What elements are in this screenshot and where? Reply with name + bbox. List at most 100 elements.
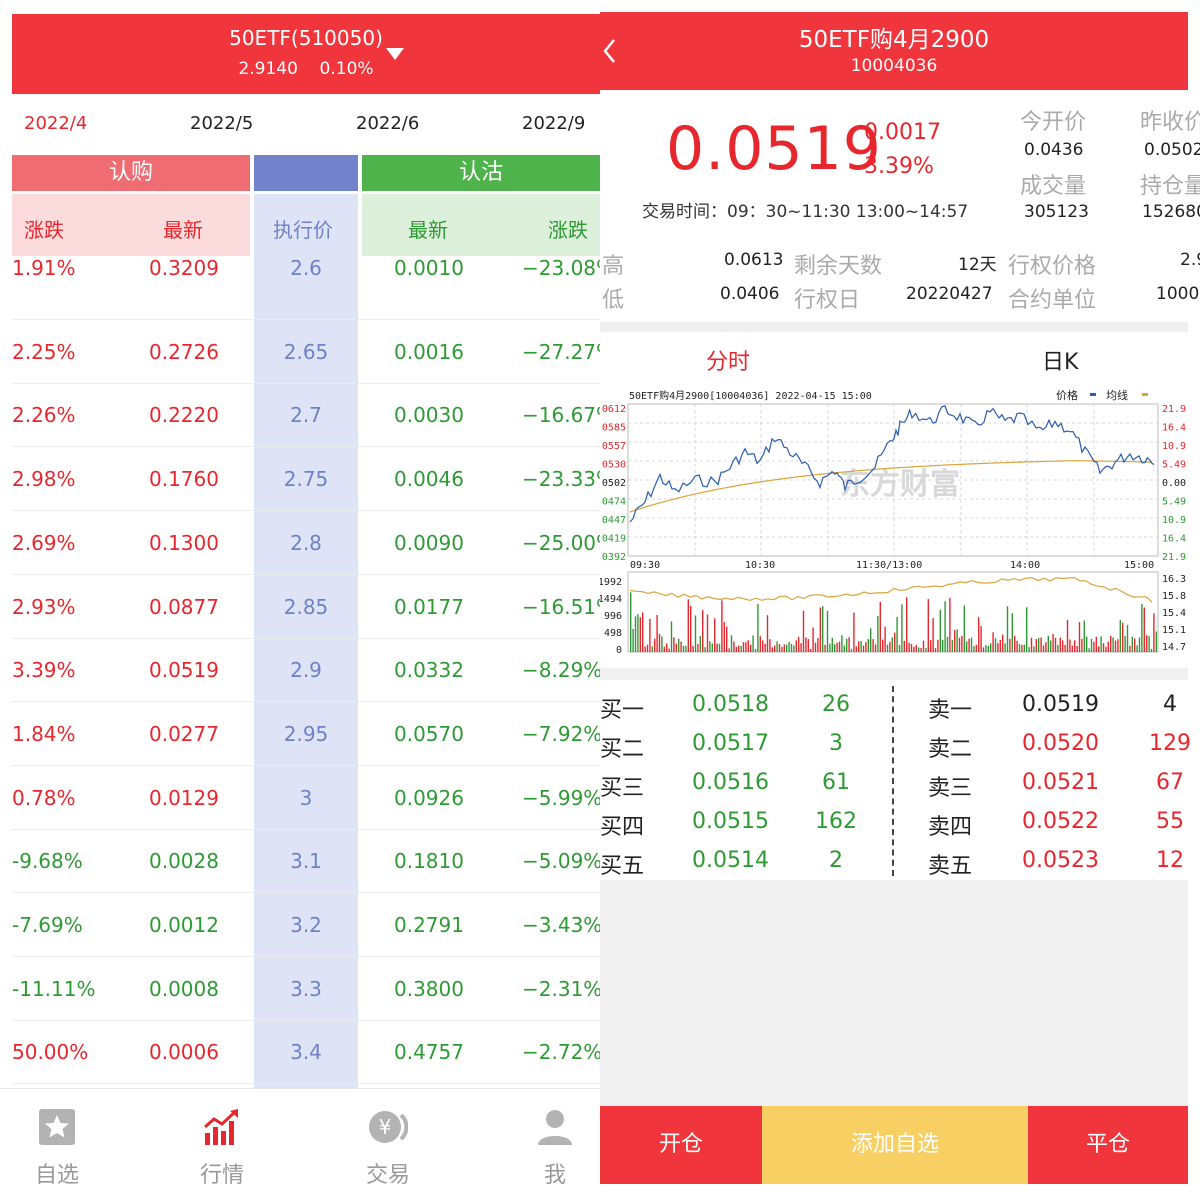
section-divider [600,322,1188,332]
nav-watchlist[interactable]: 自选 [7,1089,107,1200]
expiry-tab-2022-4[interactable]: 2022/4 [24,113,88,134]
row-call-change: 2.25% [12,339,76,364]
price-tick-label: 0.0474 [600,497,626,508]
expiry-tab-2022-6[interactable]: 2022/6 [356,113,420,134]
nav-trade[interactable]: ¥ 交易 [338,1089,438,1200]
volume-bar [1107,641,1109,652]
volume-bar [1076,646,1078,652]
volume-bar [829,643,831,652]
row-strike: 2.6 [290,256,322,280]
volume-bar [788,641,790,652]
underlying-change: 0.10% [319,59,374,79]
strike-header[interactable]: 执行价 [273,218,333,242]
last-price: 0.0519 [666,114,882,184]
volume-bar [651,646,653,652]
expiry-tab-2022-9[interactable]: 2022/9 [522,113,586,134]
put-change-header[interactable]: 涨跌 [548,218,588,242]
volume-bar [1021,644,1023,652]
put-last-header[interactable]: 最新 [408,218,448,242]
intraday-chart[interactable]: 50ETF购4月2900[10004036] 2022-04-15 15:00 … [600,382,1188,660]
row-put-last: 0.0570 [394,721,464,746]
volume-bar [762,640,764,652]
call-last-header[interactable]: 最新 [163,218,203,242]
option-row[interactable]: 2.98% 0.1760 2.75 0.0046 −23.33% [0,447,600,512]
call-change-header[interactable]: 涨跌 [24,218,64,242]
volume-bar [1081,638,1083,652]
option-row[interactable]: 50.00% 0.0006 3.4 0.4757 −2.72% [0,1020,600,1085]
volume-bars [630,592,1157,652]
volume-bar [985,645,987,652]
option-row[interactable]: 1.84% 0.0277 2.95 0.0570 −7.92% [0,702,600,766]
volume-bar [802,610,805,652]
option-row[interactable]: 0.78% 0.0129 3 0.0926 −5.99% [0,766,600,830]
volume-bar [1042,645,1045,652]
option-row[interactable]: 2.93% 0.0877 2.85 0.0177 −16.51% [0,575,600,639]
option-row[interactable]: 1.91% 0.3209 2.6 0.0010 −23.08% [0,256,600,320]
volume-bar [1126,624,1129,652]
option-row[interactable]: -7.69% 0.0012 3.2 0.2791 −3.43% [0,893,600,957]
nav-market[interactable]: 行情 [172,1089,272,1200]
option-row[interactable]: -11.11% 0.0008 3.3 0.3800 −2.31% [0,957,600,1021]
volume-bar [1011,613,1013,652]
volume-bar [673,637,675,652]
row-separator [12,637,600,639]
volume-bar [728,648,730,652]
volume-bar [973,646,975,652]
volume-bar [944,601,946,652]
row-put-change: −2.31% [522,976,600,1001]
close-position-button[interactable]: 平仓 [1028,1106,1188,1184]
volume-bar [1038,638,1040,652]
row-separator [12,764,600,766]
expiry-tab-2022-5[interactable]: 2022/5 [190,113,254,134]
option-row[interactable]: -9.68% 0.0028 3.1 0.1810 −5.09% [0,829,600,894]
row-call-last: 0.0129 [149,785,219,810]
row-put-change: −25.00% [522,530,600,555]
oi-tick-label: 16.3 [1162,574,1186,585]
volume-bar [1064,645,1066,652]
volume-bar [1009,638,1011,652]
dropdown-caret-icon[interactable] [386,48,404,60]
volume-bar [858,641,860,652]
volume-bar [990,643,992,652]
row-put-last: 0.1810 [394,849,464,874]
pct-tick-label: 5.49 [1162,497,1186,508]
option-row[interactable]: 3.39% 0.0519 2.9 0.0332 −8.29% [0,638,600,703]
high-value: 0.0613 [724,250,784,270]
volume-bar [930,640,932,652]
volume-bar [978,617,980,652]
volume-bar [1059,637,1061,652]
row-separator [12,319,600,320]
volume-bar [949,597,951,652]
volume-bar [747,640,749,652]
volume-bar [906,597,908,652]
volume-bar [814,642,817,652]
option-row[interactable]: 2.25% 0.2726 2.65 0.0016 −27.27% [0,320,600,384]
legend-avg-label: 均线 [1106,388,1128,402]
volume-bar [1131,636,1133,652]
tab-daily-k[interactable]: 日K [1042,350,1079,375]
option-row[interactable]: 2.69% 0.1300 2.8 0.0090 −25.00% [0,511,600,575]
volume-bar [1088,648,1090,652]
volume-bar [1078,622,1081,652]
add-watchlist-button[interactable]: 添加自选 [762,1106,1028,1184]
option-row[interactable]: 2.26% 0.2220 2.7 0.0030 −16.67% [0,383,600,448]
volume-bar [1004,643,1006,652]
underlying-title: 50ETF(510050) [229,26,383,50]
pct-tick-label: 5.49 [1162,460,1186,471]
ask-level-label: 卖二 [928,737,973,762]
row-put-change: −3.43% [522,913,600,937]
volume-bar [843,645,845,652]
back-arrow-icon[interactable] [602,36,618,66]
ask-qty: 12 [1156,848,1184,873]
volume-bar [1148,636,1150,652]
open-position-button[interactable]: 开仓 [600,1106,762,1184]
volume-bar [1040,637,1042,652]
tab-intraday[interactable]: 分时 [706,350,751,375]
volume-bar [1122,622,1124,652]
underlying-header[interactable]: 50ETF(510050) 2.9140 0.10% [12,14,600,94]
volume-bar [718,643,721,652]
price-tick-label: 0.0557 [600,441,626,452]
nav-me[interactable]: 我 [505,1089,600,1200]
volume-bar [769,639,771,652]
ask-qty: 67 [1156,770,1184,795]
